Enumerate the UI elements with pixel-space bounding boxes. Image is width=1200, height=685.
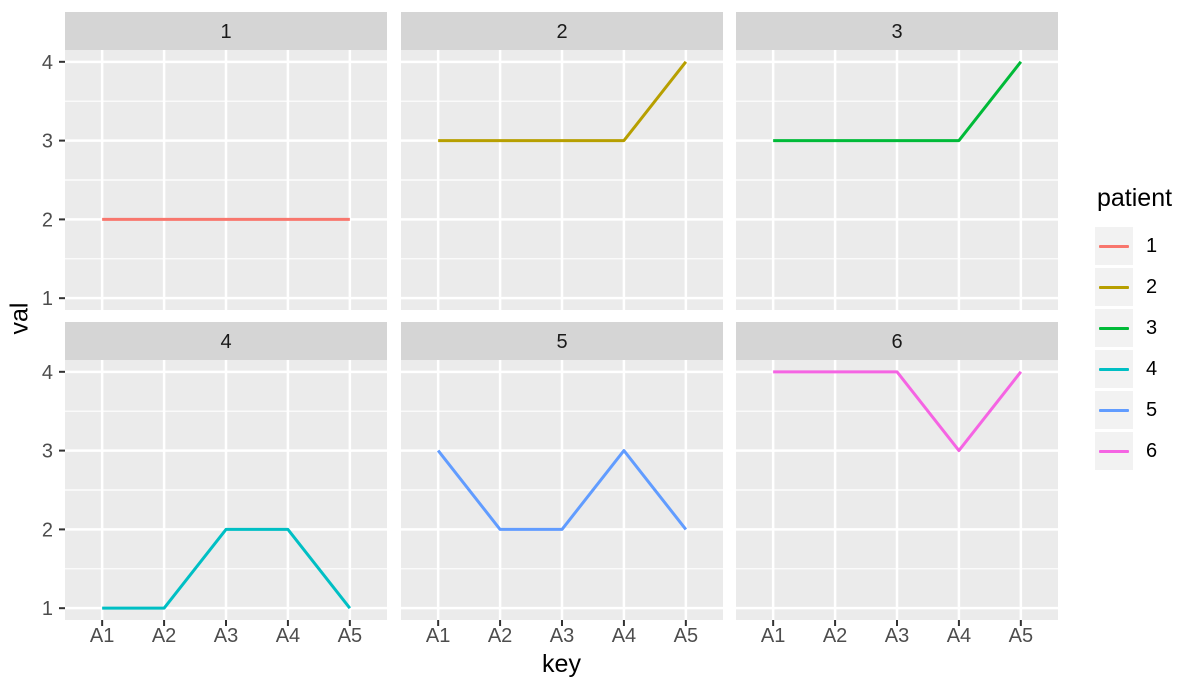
x-tick-label: A1 [761,625,785,647]
series-line-patient-4 [102,527,352,610]
y-axis-title: val [5,302,34,335]
legend-item-patient-1: 1 [1095,227,1200,265]
facet-strip-label: 1 [220,21,231,43]
y-tick-label: 4 [42,362,53,384]
legend-label: 6 [1146,439,1158,462]
facet-strip-label: 4 [220,331,231,353]
y-tick-label: 3 [42,441,53,463]
legend-label: 3 [1146,316,1158,339]
x-tick-label: A5 [338,625,362,647]
legend-items: 1 2 3 4 5 6 [1095,227,1200,470]
legend-item-patient-2: 2 [1095,268,1200,306]
legend-line-icon [1099,326,1129,330]
legend-item-patient-5: 5 [1095,391,1200,429]
legend-item-patient-6: 6 [1095,432,1200,470]
legend-key-swatch [1095,391,1133,429]
facet-strip-label: 3 [891,21,902,43]
legend-key-swatch [1095,309,1133,347]
x-tick-label: A3 [550,625,574,647]
legend-line-icon [1099,449,1129,453]
facet-strip [736,12,1058,50]
y-tick-label: 2 [42,519,53,541]
x-axis-title: key [542,650,581,678]
legend-line-icon [1099,244,1129,248]
series-line-patient-2 [438,60,688,143]
legend-line-icon [1099,408,1129,412]
y-tick-label: 3 [42,131,53,153]
y-tick-label: 1 [42,288,53,310]
legend-key-swatch [1095,268,1133,306]
legend-item-patient-3: 3 [1095,309,1200,347]
legend-key-swatch [1095,227,1133,265]
legend-line-icon [1099,367,1129,371]
legend-label: 1 [1146,234,1158,257]
facet-strip [401,12,723,50]
legend-title: patient [1097,184,1173,212]
legend-line-icon [1099,285,1129,289]
x-tick-label: A2 [488,625,512,647]
x-tick-label: A2 [823,625,847,647]
facet-strip-label: 5 [556,331,567,353]
x-tick-label: A5 [674,625,698,647]
x-tick-label: A4 [612,625,636,647]
legend-item-patient-4: 4 [1095,350,1200,388]
facet-strip [65,12,387,50]
x-tick-label: A1 [90,625,114,647]
y-tick-label: 4 [42,52,53,74]
x-tick-label: A3 [885,625,909,647]
legend-label: 2 [1146,275,1158,298]
series-line-patient-6 [773,370,1023,453]
legend: patient 1 2 3 4 5 6 [1095,184,1200,473]
x-tick-label: A4 [276,625,300,647]
facet-strip-label: 2 [556,21,567,43]
legend-key-swatch [1095,432,1133,470]
legend-label: 5 [1146,398,1158,421]
x-tick-label: A3 [214,625,238,647]
facet-strip-label: 6 [891,331,902,353]
x-tick-label: A1 [426,625,450,647]
facet-strip [736,322,1058,360]
legend-key-swatch [1095,350,1133,388]
series-line-patient-3 [773,60,1023,143]
x-tick-label: A5 [1009,625,1033,647]
y-tick-label: 1 [42,598,53,620]
facet-strip [401,322,723,360]
facet-strip [65,322,387,360]
x-tick-label: A4 [947,625,971,647]
legend-label: 4 [1146,357,1158,380]
x-tick-label: A2 [152,625,176,647]
series-line-patient-5 [436,449,688,531]
y-tick-label: 2 [42,209,53,231]
